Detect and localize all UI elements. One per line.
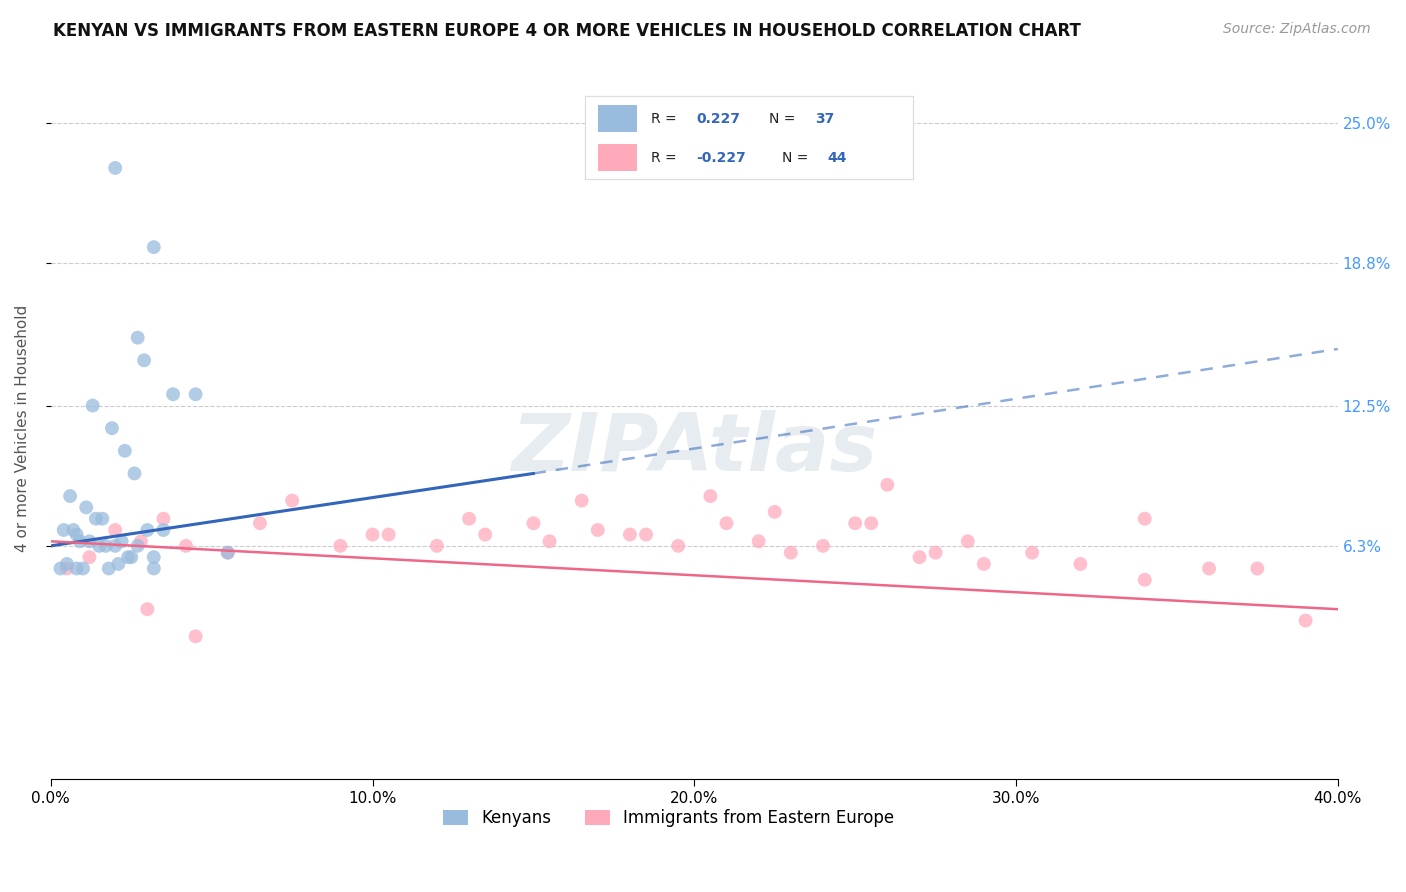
Point [152,511,174,525]
Point [127,331,149,345]
Point [129,534,152,549]
Point [56,561,79,575]
Point [763,505,786,519]
Point [84,511,107,525]
Point [844,516,866,531]
Point [65,561,87,575]
Point [162,387,184,401]
Y-axis label: 4 or more Vehicles in Household: 4 or more Vehicles in Household [15,304,30,552]
Point [748,534,770,549]
Point [908,550,931,565]
Point [110,534,132,549]
Point [104,539,127,553]
Point [101,421,124,435]
Point [117,550,139,565]
Point [1069,557,1091,571]
Point [634,527,657,541]
Text: ZIPAtlas: ZIPAtlas [512,410,877,488]
Point [522,516,544,531]
Point [329,539,352,553]
Point [1133,573,1156,587]
Point [860,516,883,531]
Point [56,557,79,571]
Point [75,500,97,515]
Point [811,539,834,553]
Point [217,546,239,560]
Point [72,561,94,575]
Point [82,399,104,413]
Point [1198,561,1220,575]
Point [924,546,946,560]
Point [52,523,75,537]
Point [127,539,149,553]
Point [876,477,898,491]
Point [136,523,159,537]
Point [699,489,721,503]
Point [1021,546,1043,560]
Point [666,539,689,553]
Point [474,527,496,541]
Point [136,602,159,616]
Point [571,493,593,508]
Point [79,534,101,549]
Point [49,561,72,575]
Point [65,527,87,541]
Point [142,561,165,575]
Point [107,557,129,571]
Point [142,550,165,565]
Point [69,534,91,549]
Point [184,387,207,401]
Point [114,443,136,458]
Point [59,489,82,503]
Point [249,516,271,531]
Point [152,523,174,537]
Point [458,511,481,525]
Point [94,539,117,553]
Point [120,550,142,565]
Point [973,557,995,571]
Point [361,527,384,541]
Point [377,527,399,541]
Text: Source: ZipAtlas.com: Source: ZipAtlas.com [1223,22,1371,37]
Point [217,546,239,560]
Point [104,523,127,537]
Legend: Kenyans, Immigrants from Eastern Europe: Kenyans, Immigrants from Eastern Europe [436,803,901,834]
Point [956,534,979,549]
Point [779,546,801,560]
Point [62,523,84,537]
Point [586,523,609,537]
Point [716,516,738,531]
Point [134,353,156,368]
Point [1133,511,1156,525]
Point [104,161,127,175]
Point [142,240,165,254]
Point [91,511,114,525]
Text: KENYAN VS IMMIGRANTS FROM EASTERN EUROPE 4 OR MORE VEHICLES IN HOUSEHOLD CORRELA: KENYAN VS IMMIGRANTS FROM EASTERN EUROPE… [53,22,1081,40]
Point [426,539,449,553]
Point [538,534,561,549]
Point [97,561,120,575]
Point [1246,561,1268,575]
Point [619,527,641,541]
Point [87,539,110,553]
Point [281,493,304,508]
Point [174,539,197,553]
Point [124,467,146,481]
Point [1295,614,1317,628]
Point [79,550,101,565]
Point [184,629,207,643]
